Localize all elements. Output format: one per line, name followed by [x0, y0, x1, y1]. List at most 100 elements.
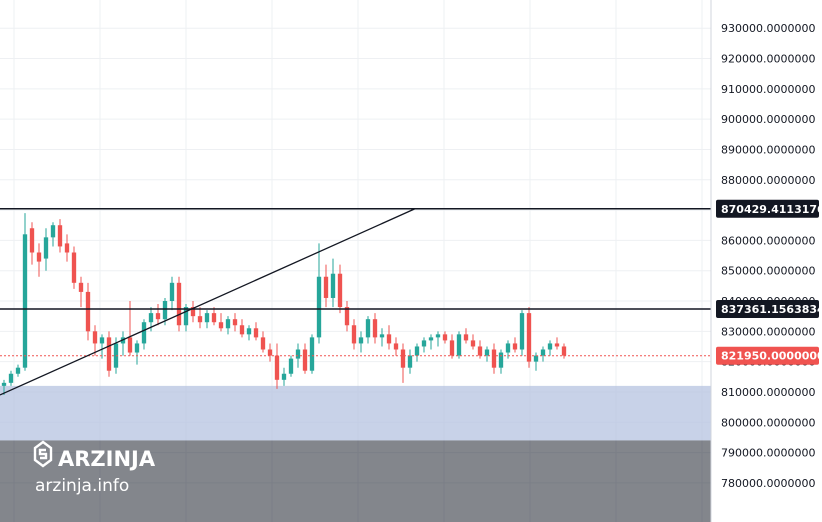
candle-1	[8, 370, 14, 386]
candle-body-24	[169, 282, 175, 301]
candle-27	[190, 301, 196, 323]
candle-30	[211, 307, 217, 326]
candle-63	[442, 331, 448, 344]
candle-78	[547, 340, 553, 356]
axis-tick-label-1: 920000.0000000	[721, 53, 815, 66]
candle-body-57	[400, 349, 406, 368]
candle-73	[512, 337, 518, 353]
logo-icon	[33, 440, 53, 468]
watermark: ARZINJA arzinja.info	[33, 440, 156, 496]
candle-body-77	[540, 349, 546, 356]
candle-body-41	[288, 358, 294, 374]
candle-body-3	[22, 234, 28, 368]
candle-body-15	[106, 337, 112, 371]
candle-body-48	[337, 273, 343, 308]
candle-body-20	[141, 322, 147, 344]
candle-12	[85, 282, 91, 341]
candle-59	[414, 343, 420, 362]
trendline[interactable]	[0, 208, 416, 396]
candle-7	[50, 222, 56, 247]
axis-tick-label-7: 860000.0000000	[721, 234, 815, 247]
candle-69	[484, 346, 490, 362]
candle-body-36	[253, 328, 259, 338]
candle-body-14	[99, 337, 105, 344]
candle-body-32	[225, 319, 231, 329]
candle-body-34	[239, 325, 245, 335]
candle-62	[435, 331, 441, 347]
axis-tick-label-10: 830000.0000000	[721, 325, 815, 338]
candle-6	[43, 228, 49, 271]
candle-body-67	[470, 340, 476, 347]
candle-51	[358, 331, 364, 353]
candle-61	[428, 334, 434, 350]
candle-56	[393, 337, 399, 356]
candle-66	[463, 328, 469, 344]
level-lines	[0, 208, 711, 357]
candle-body-75	[526, 313, 532, 362]
candle-body-71	[498, 352, 504, 368]
candle-44	[309, 334, 315, 374]
candle-body-30	[211, 313, 217, 323]
candle-body-60	[421, 340, 427, 347]
level-tag-0-text: 870429.4113176	[721, 203, 822, 216]
candle-body-10	[71, 252, 77, 283]
trendline-line[interactable]	[0, 208, 416, 396]
candle-body-29	[204, 313, 210, 323]
candle-body-44	[309, 337, 315, 371]
current-price-tag-text: 821950.0000000	[721, 350, 822, 363]
candle-52	[365, 316, 371, 344]
axis-tick-label-12: 810000.0000000	[721, 386, 815, 399]
candle-body-35	[246, 328, 252, 335]
axis-tick-label-8: 850000.0000000	[721, 265, 815, 278]
candle-3	[22, 213, 28, 371]
axis-tick-label-0: 930000.0000000	[721, 22, 815, 35]
candle-28	[197, 307, 203, 329]
candle-19	[134, 340, 140, 365]
candle-body-23	[162, 301, 168, 320]
candles	[1, 213, 567, 395]
candle-body-28	[197, 316, 203, 323]
candle-body-4	[29, 228, 35, 253]
candle-body-55	[386, 334, 392, 344]
candle-body-69	[484, 349, 490, 356]
price-tags: 870429.4113176 837361.1563834 821950.00000…	[716, 199, 822, 365]
candle-body-33	[232, 319, 238, 326]
candle-34	[239, 319, 245, 338]
candle-48	[337, 264, 343, 314]
axis-tick-label-15: 780000.0000000	[721, 477, 815, 490]
candle-9	[64, 234, 70, 262]
candle-18	[127, 301, 133, 356]
candle-body-80	[561, 346, 567, 356]
candle-body-12	[85, 291, 91, 332]
candle-body-66	[463, 334, 469, 341]
candle-67	[470, 334, 476, 350]
candle-body-61	[428, 337, 434, 341]
candle-body-63	[442, 334, 448, 341]
level-tag-1-bg	[716, 299, 819, 318]
candle-46	[323, 264, 329, 308]
candle-body-26	[183, 307, 189, 326]
candle-body-1	[8, 373, 14, 383]
candle-65	[456, 331, 462, 359]
candle-body-68	[477, 346, 483, 356]
candle-11	[78, 276, 84, 308]
candle-53	[372, 313, 378, 344]
candle-body-78	[547, 343, 553, 350]
candle-50	[351, 319, 357, 350]
candle-body-64	[449, 340, 455, 356]
candle-47	[330, 258, 336, 308]
level-tag-0-bg	[716, 199, 819, 218]
candle-body-31	[218, 322, 224, 329]
candle-22	[155, 304, 161, 326]
candle-body-72	[505, 343, 511, 353]
candle-10	[71, 246, 77, 289]
candle-body-8	[57, 225, 63, 247]
axis-tick-label-14: 790000.0000000	[721, 447, 815, 460]
candle-body-27	[190, 307, 196, 317]
candle-body-19	[134, 343, 140, 353]
candle-41	[288, 355, 294, 377]
axis-tick-label-13: 800000.0000000	[721, 416, 815, 429]
candle-55	[386, 325, 392, 350]
candle-body-73	[512, 343, 518, 350]
